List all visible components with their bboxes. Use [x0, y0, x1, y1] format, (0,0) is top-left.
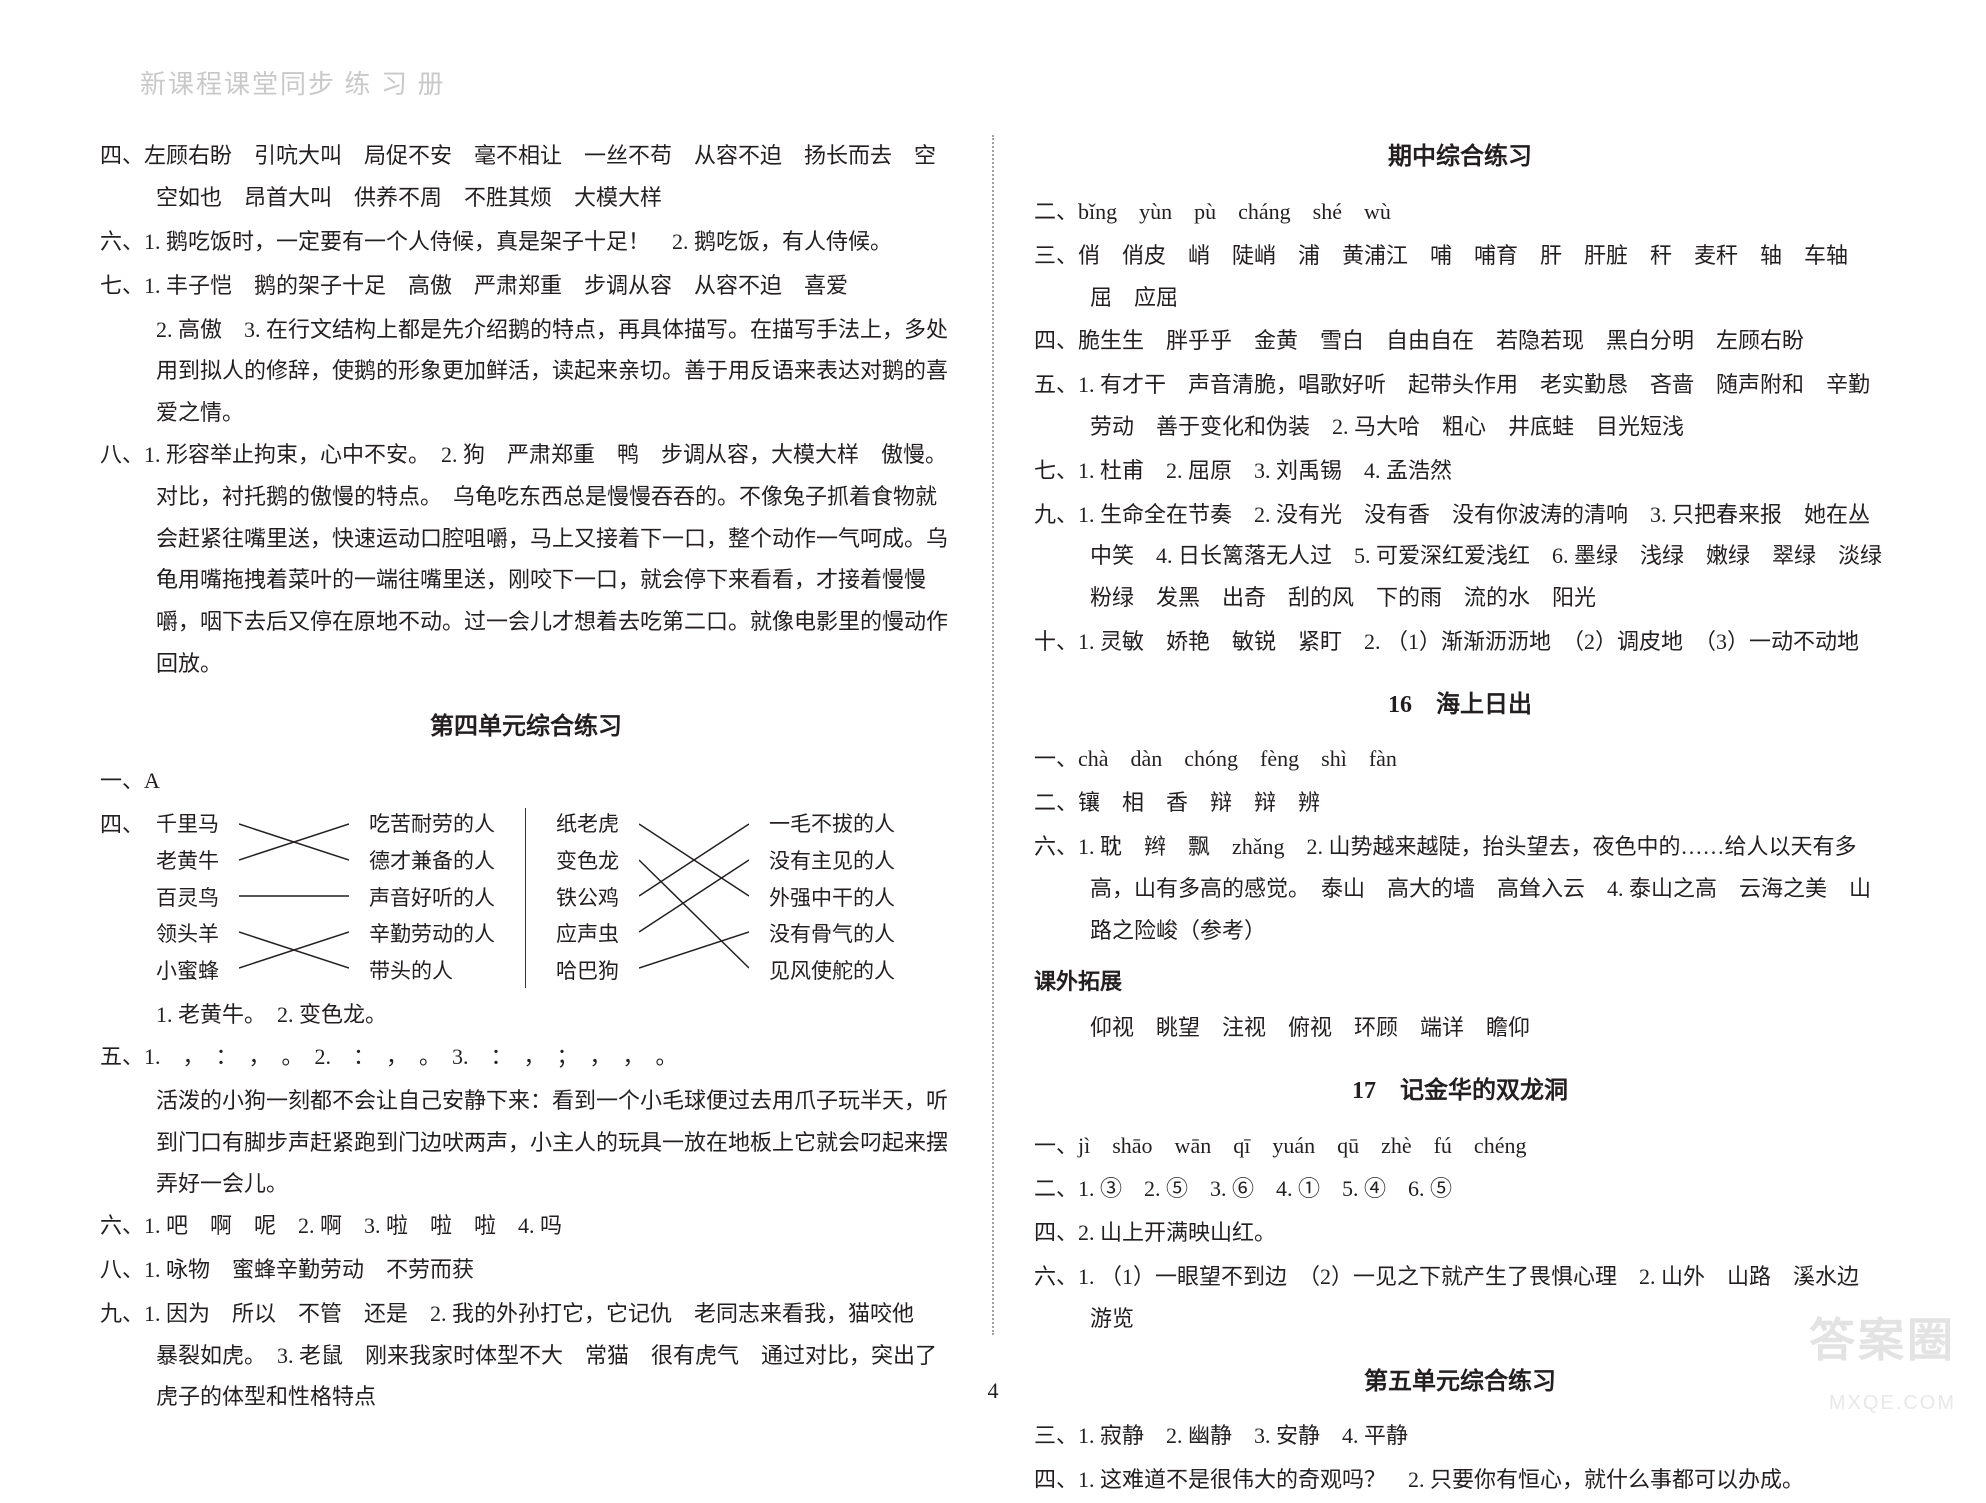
ra0: 吃苦耐劳的人 [369, 806, 495, 843]
rb0: 一毛不拔的人 [769, 806, 895, 843]
watermark-line1: 答案圈 [1809, 1297, 1956, 1384]
l16-6-text: 六、1. 耽 辫 飘 zhǎng 2. 山势越来越陡，抬头望去，夜色中的……给人… [1034, 826, 1886, 951]
extension-text: 仰视 眺望 注视 俯视 环顾 端详 瞻仰 [1034, 1007, 1886, 1049]
mid-10-text: 十、1. 灵敏 娇艳 敏锐 紧盯 2. （1）渐渐沥沥地 （2）调皮地 （3）一… [1034, 621, 1886, 663]
u4-item-4b: 1. 老黄牛。 2. 变色龙。 [100, 994, 952, 1036]
mid-2: 二、bǐng yùn pù cháng shé wù [1034, 191, 1886, 233]
l16-2-text: 二、镶 相 香 辩 辩 辨 [1034, 782, 1886, 824]
mb0: 纸老虎 [556, 806, 619, 843]
ma2: 百灵鸟 [156, 880, 219, 917]
u4-item-5: 五、1. ， ： ， 。 2. ： ， 。 3. ： ， ； ， ， 。 [100, 1036, 952, 1078]
rb1: 没有主见的人 [769, 843, 895, 880]
l17-2-text: 二、1. ③ 2. ⑤ 3. ⑥ 4. ① 5. ④ 6. ⑤ [1034, 1168, 1886, 1210]
mid-3: 三、俏 俏皮 峭 陡峭 浦 黄浦江 哺 哺育 肝 肝脏 秆 麦秆 轴 车轴 屈 … [1034, 235, 1886, 319]
mb1: 变色龙 [556, 843, 619, 880]
l16-1: 一、chà dàn chóng fèng shì fàn [1034, 738, 1886, 780]
ma3: 领头羊 [156, 916, 219, 953]
left-column: 四、左顾右盼 引吭大叫 局促不安 毫不相让 一丝不苟 从容不迫 扬长而去 空空如… [100, 135, 952, 1502]
u4-item-4-label: 四、 [100, 804, 156, 846]
matching-diagram: 千里马 老黄牛 百灵鸟 领头羊 小蜜蜂 吃苦耐劳的人 德才兼备的人 声音好听的人… [156, 806, 952, 990]
rb4: 见风使舵的人 [769, 953, 895, 990]
page-number: 4 [0, 1370, 1986, 1412]
mid-5: 五、1. 有才干 声音清脆，唱歌好听 起带头作用 老实勤恳 吝啬 随声附和 辛勤… [1034, 364, 1886, 448]
match-leftB: 纸老虎 变色龙 铁公鸡 应声虫 哈巴狗 [556, 806, 619, 990]
mid-5-text: 五、1. 有才干 声音清脆，唱歌好听 起带头作用 老实勤恳 吝啬 随声附和 辛勤… [1034, 364, 1886, 448]
item-4-text: 四、左顾右盼 引吭大叫 局促不安 毫不相让 一丝不苟 从容不迫 扬长而去 空空如… [100, 135, 952, 219]
match-separator [525, 808, 526, 988]
mid-4-text: 四、脆生生 胖乎乎 金黄 雪白 自由自在 若隐若现 黑白分明 左顾右盼 [1034, 320, 1886, 362]
match-lines-B [639, 806, 749, 986]
match-rightB: 一毛不拔的人 没有主见的人 外强中干的人 没有骨气的人 见风使舵的人 [769, 806, 895, 990]
mb4: 哈巴狗 [556, 953, 619, 990]
ma4: 小蜜蜂 [156, 953, 219, 990]
u4-item-1: 一、A [100, 760, 952, 802]
l17-6: 六、1. （1）一眼望不到边 （2）一见之下就产生了畏惧心理 2. 山外 山路 … [1034, 1256, 1886, 1340]
mid-2-text: 二、bǐng yùn pù cháng shé wù [1034, 191, 1886, 233]
match-leftA: 千里马 老黄牛 百灵鸟 领头羊 小蜜蜂 [156, 806, 219, 990]
u5-3-text: 三、1. 寂静 2. 幽静 3. 安静 4. 平静 [1034, 1415, 1886, 1457]
u4-item-8: 八、1. 咏物 蜜蜂辛勤劳动 不劳而获 [100, 1249, 952, 1291]
rb2: 外强中干的人 [769, 880, 895, 917]
lesson17-title: 17 记金华的双龙洞 [1034, 1069, 1886, 1115]
ra2: 声音好听的人 [369, 880, 495, 917]
l16-1-text: 一、chà dàn chóng fèng shì fàn [1034, 738, 1886, 780]
mb3: 应声虫 [556, 916, 619, 953]
workbook-header: 新课程课堂同步 练 习 册 [100, 60, 1886, 109]
l16-2: 二、镶 相 香 辩 辩 辨 [1034, 782, 1886, 824]
right-column: 期中综合练习 二、bǐng yùn pù cháng shé wù 三、俏 俏皮… [1034, 135, 1886, 1502]
match-lines-A [239, 806, 349, 986]
u4-item-6: 六、1. 吧 啊 呢 2. 啊 3. 啦 啦 啦 4. 吗 [100, 1205, 952, 1247]
mid-3-text: 三、俏 俏皮 峭 陡峭 浦 黄浦江 哺 哺育 肝 肝脏 秆 麦秆 轴 车轴 屈 … [1034, 235, 1886, 319]
mid-9-text: 九、1. 生命全在节奏 2. 没有光 没有香 没有你波涛的清响 3. 只把春来报… [1034, 494, 1886, 619]
mb2: 铁公鸡 [556, 880, 619, 917]
item-7b: 2. 高傲 3. 在行文结构上都是先介绍鹅的特点，再具体描写。在描写手法上，多处… [100, 309, 952, 434]
l17-4-text: 四、2. 山上开满映山红。 [1034, 1212, 1886, 1254]
rb3: 没有骨气的人 [769, 916, 895, 953]
u5-3: 三、1. 寂静 2. 幽静 3. 安静 4. 平静 [1034, 1415, 1886, 1457]
two-column-layout: 四、左顾右盼 引吭大叫 局促不安 毫不相让 一丝不苟 从容不迫 扬长而去 空空如… [100, 135, 1886, 1502]
lesson16-title: 16 海上日出 [1034, 683, 1886, 729]
item-7a-text: 七、1. 丰子恺 鹅的架子十足 高傲 严肃郑重 步调从容 从容不迫 喜爱 [100, 265, 952, 307]
unit4-title: 第四单元综合练习 [100, 705, 952, 751]
mid-7-text: 七、1. 杜甫 2. 屈原 3. 刘禹锡 4. 孟浩然 [1034, 450, 1886, 492]
mid-7: 七、1. 杜甫 2. 屈原 3. 刘禹锡 4. 孟浩然 [1034, 450, 1886, 492]
l17-6-text: 六、1. （1）一眼望不到边 （2）一见之下就产生了畏惧心理 2. 山外 山路 … [1034, 1256, 1886, 1340]
l17-4: 四、2. 山上开满映山红。 [1034, 1212, 1886, 1254]
mid-9: 九、1. 生命全在节奏 2. 没有光 没有香 没有你波涛的清响 3. 只把春来报… [1034, 494, 1886, 619]
item-7b-text: 2. 高傲 3. 在行文结构上都是先介绍鹅的特点，再具体描写。在描写手法上，多处… [156, 317, 948, 426]
l16-6: 六、1. 耽 辫 飘 zhǎng 2. 山势越来越陡，抬头望去，夜色中的……给人… [1034, 826, 1886, 951]
watermark-line2: MXQE.COM [1809, 1384, 1956, 1422]
u4-5a: 五、1. ， ： ， 。 2. ： ， 。 3. ： ， ； ， ， 。 [100, 1036, 952, 1078]
l17-1: 一、jì shāo wān qī yuán qū zhè fú chéng [1034, 1125, 1886, 1167]
l17-1-text: 一、jì shāo wān qī yuán qū zhè fú chéng [1034, 1125, 1886, 1167]
u4-5b: 活泼的小狗一刻都不会让自己安静下来：看到一个小毛球便过去用爪子玩半天，听到门口有… [100, 1080, 952, 1205]
u5-4-text: 四、1. 这难道不是很伟大的奇观吗？ 2. 只要你有恒心，就什么事都可以办成。 [1034, 1459, 1886, 1501]
u4-8: 八、1. 咏物 蜜蜂辛勤劳动 不劳而获 [100, 1249, 952, 1291]
item-8: 八、1. 形容举止拘束，心中不安。 2. 狗 严肃郑重 鸭 步调从容，大模大样 … [100, 434, 952, 685]
ma0: 千里马 [156, 806, 219, 843]
item-7a: 七、1. 丰子恺 鹅的架子十足 高傲 严肃郑重 步调从容 从容不迫 喜爱 [100, 265, 952, 307]
midterm-title: 期中综合练习 [1034, 135, 1886, 181]
ra3: 辛勤劳动的人 [369, 916, 495, 953]
watermark: 答案圈 MXQE.COM [1809, 1297, 1956, 1422]
mid-4: 四、脆生生 胖乎乎 金黄 雪白 自由自在 若隐若现 黑白分明 左顾右盼 [1034, 320, 1886, 362]
match-rightA: 吃苦耐劳的人 德才兼备的人 声音好听的人 辛勤劳动的人 带头的人 [369, 806, 495, 990]
mid-10: 十、1. 灵敏 娇艳 敏锐 紧盯 2. （1）渐渐沥沥地 （2）调皮地 （3）一… [1034, 621, 1886, 663]
extension-title: 课外拓展 [1034, 961, 1886, 1003]
u4-item-1-text: 一、A [100, 760, 952, 802]
item-6: 六、1. 鹅吃饭时，一定要有一个人侍候，真是架子十足！ 2. 鹅吃饭，有人侍候。 [100, 221, 952, 263]
ra1: 德才兼备的人 [369, 843, 495, 880]
ra4: 带头的人 [369, 953, 495, 990]
u5-4: 四、1. 这难道不是很伟大的奇观吗？ 2. 只要你有恒心，就什么事都可以办成。 [1034, 1459, 1886, 1501]
u4-6: 六、1. 吧 啊 呢 2. 啊 3. 啦 啦 啦 4. 吗 [100, 1205, 952, 1247]
ma1: 老黄牛 [156, 843, 219, 880]
column-divider [992, 135, 994, 1335]
item-6-text: 六、1. 鹅吃饭时，一定要有一个人侍候，真是架子十足！ 2. 鹅吃饭，有人侍候。 [100, 221, 952, 263]
l17-2: 二、1. ③ 2. ⑤ 3. ⑥ 4. ① 5. ④ 6. ⑤ [1034, 1168, 1886, 1210]
item-8-text: 八、1. 形容举止拘束，心中不安。 2. 狗 严肃郑重 鸭 步调从容，大模大样 … [100, 434, 952, 685]
item-4: 四、左顾右盼 引吭大叫 局促不安 毫不相让 一丝不苟 从容不迫 扬长而去 空空如… [100, 135, 952, 219]
